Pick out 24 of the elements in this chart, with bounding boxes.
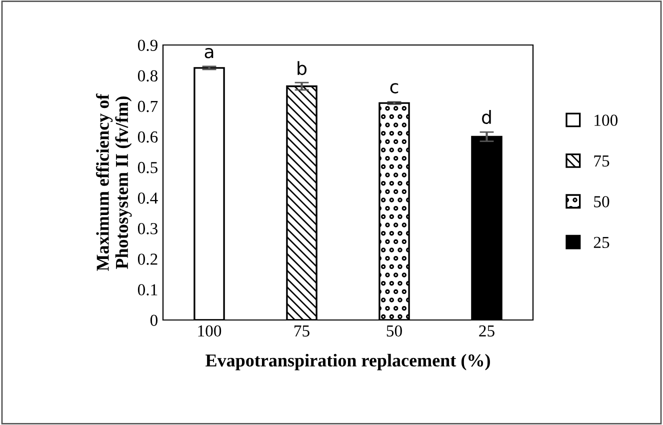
x-tick-label: 50 bbox=[386, 325, 402, 337]
annotation: d bbox=[482, 110, 491, 124]
x-tick-label: 25 bbox=[479, 325, 494, 337]
annotation: b bbox=[298, 61, 306, 76]
legend-label: 75 bbox=[594, 156, 610, 167]
y-axis-title: Maximum efficiency of Photosystem II (fv/fm) bbox=[96, 94, 132, 271]
x-tick-label: 100 bbox=[198, 325, 222, 337]
annotation: a bbox=[204, 48, 214, 58]
x-tick-label: 75 bbox=[294, 326, 310, 337]
y-tick-label: 0.8 bbox=[138, 70, 158, 82]
y-tick-label: 0.5 bbox=[138, 162, 158, 174]
y-tick-label: 0.4 bbox=[138, 192, 158, 204]
y-tick-label: 0.2 bbox=[138, 254, 158, 265]
y-tick-label: 0.7 bbox=[138, 100, 158, 112]
legend-label: 100 bbox=[594, 114, 618, 126]
x-axis-title: Evapotranspiration replacement (%) bbox=[206, 354, 490, 370]
y-tick-label: 0.9 bbox=[138, 40, 158, 52]
legend-label: 50 bbox=[594, 196, 610, 208]
legend-label: 25 bbox=[594, 236, 610, 248]
y-tick-label: 0 bbox=[150, 314, 158, 326]
y-tick-label: 0.6 bbox=[138, 131, 158, 143]
y-tick-label: 0.1 bbox=[138, 284, 158, 296]
y-tick-label: 0.3 bbox=[138, 223, 158, 234]
annotation: c bbox=[390, 83, 398, 94]
